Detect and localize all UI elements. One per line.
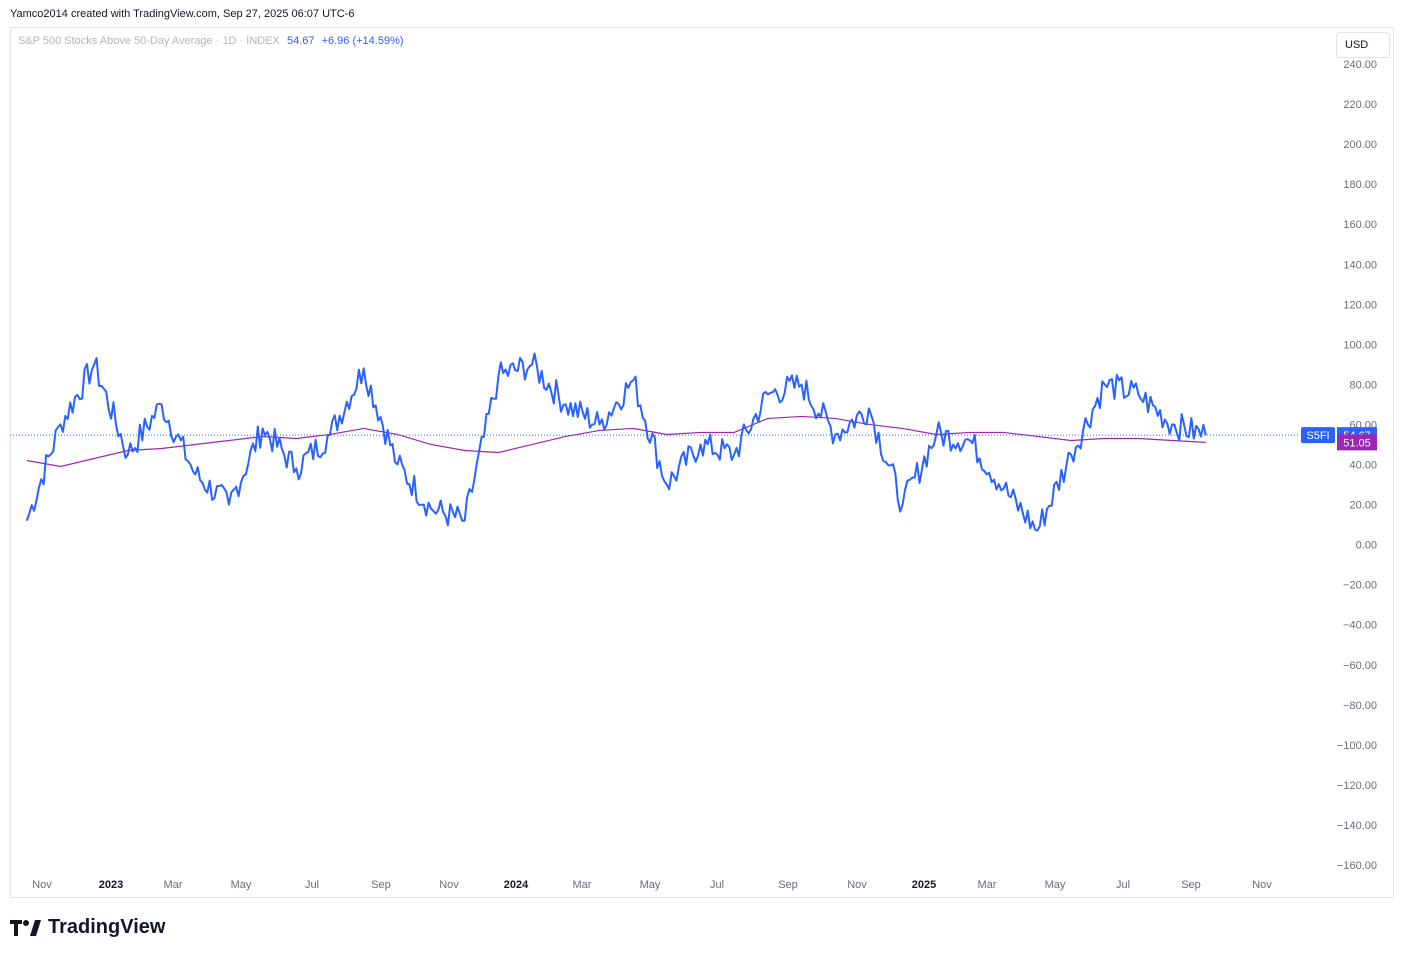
ma-line — [26, 415, 1206, 468]
brand-name: TradingView — [48, 916, 166, 938]
chart-legend: S&P 500 Stocks Above 50-Day Average · 1D… — [18, 35, 404, 47]
x-tick-label: Jul — [305, 879, 319, 891]
y-tick-label: −80.00 — [1343, 700, 1377, 712]
x-tick-label: May — [231, 879, 252, 891]
y-tick-label: 100.00 — [1343, 339, 1377, 351]
y-tick-label: −40.00 — [1343, 620, 1377, 632]
x-tick-label: Mar — [978, 879, 997, 891]
series-tag-bg — [1301, 427, 1335, 444]
x-tick-label: May — [640, 879, 661, 891]
x-tick-label: May — [1045, 879, 1066, 891]
series-tag: S5FI — [1306, 430, 1329, 442]
y-tick-label: 20.00 — [1349, 500, 1377, 512]
chart-frame — [10, 27, 1394, 898]
y-tick-label: 40.00 — [1349, 460, 1377, 472]
x-tick-label: Nov — [847, 879, 867, 891]
y-tick-label: −160.00 — [1337, 860, 1377, 872]
y-tick-label: 220.00 — [1343, 99, 1377, 111]
currency-button[interactable]: USD — [1336, 32, 1390, 58]
x-tick-label: 2025 — [912, 879, 936, 891]
y-tick-label: −60.00 — [1343, 660, 1377, 672]
legend-last-value: 54.67 — [286, 35, 315, 47]
ma-label-bg — [1337, 434, 1377, 451]
y-tick-label: 120.00 — [1343, 299, 1377, 311]
y-tick-label: 0.00 — [1356, 540, 1377, 552]
y-tick-label: 200.00 — [1343, 139, 1377, 151]
y-tick-label: 140.00 — [1343, 259, 1377, 271]
x-tick-label: Nov — [1252, 879, 1272, 891]
ma-label: 51.05 — [1343, 437, 1371, 449]
x-tick-label: Nov — [439, 879, 459, 891]
tradingview-logo-icon — [10, 919, 41, 936]
y-tick-label: −140.00 — [1337, 820, 1377, 832]
x-tick-label: Mar — [573, 879, 592, 891]
y-tick-label: 180.00 — [1343, 179, 1377, 191]
price-line — [25, 352, 1207, 532]
legend-change: +6.96 (+14.59%) — [321, 35, 404, 47]
x-tick-label: Nov — [32, 879, 52, 891]
chart-credit: Yamco2014 created with TradingView.com, … — [10, 8, 355, 20]
tradingview-logo: TradingView — [10, 916, 165, 939]
y-tick-label: 240.00 — [1343, 59, 1377, 71]
y-tick-label: −120.00 — [1337, 780, 1377, 792]
y-tick-label: −100.00 — [1337, 740, 1377, 752]
x-tick-label: Mar — [164, 879, 183, 891]
legend-title: S&P 500 Stocks Above 50-Day Average · 1D… — [18, 35, 280, 47]
y-tick-label: 160.00 — [1343, 219, 1377, 231]
x-tick-label: Jul — [1116, 879, 1130, 891]
y-tick-label: 80.00 — [1349, 379, 1377, 391]
y-tick-label: −20.00 — [1343, 580, 1377, 592]
x-tick-label: 2024 — [504, 879, 529, 891]
x-tick-label: Sep — [371, 879, 391, 891]
x-tick-label: Jul — [710, 879, 724, 891]
x-tick-label: Sep — [1181, 879, 1201, 891]
x-tick-label: Sep — [778, 879, 798, 891]
x-tick-label: 2023 — [99, 879, 123, 891]
